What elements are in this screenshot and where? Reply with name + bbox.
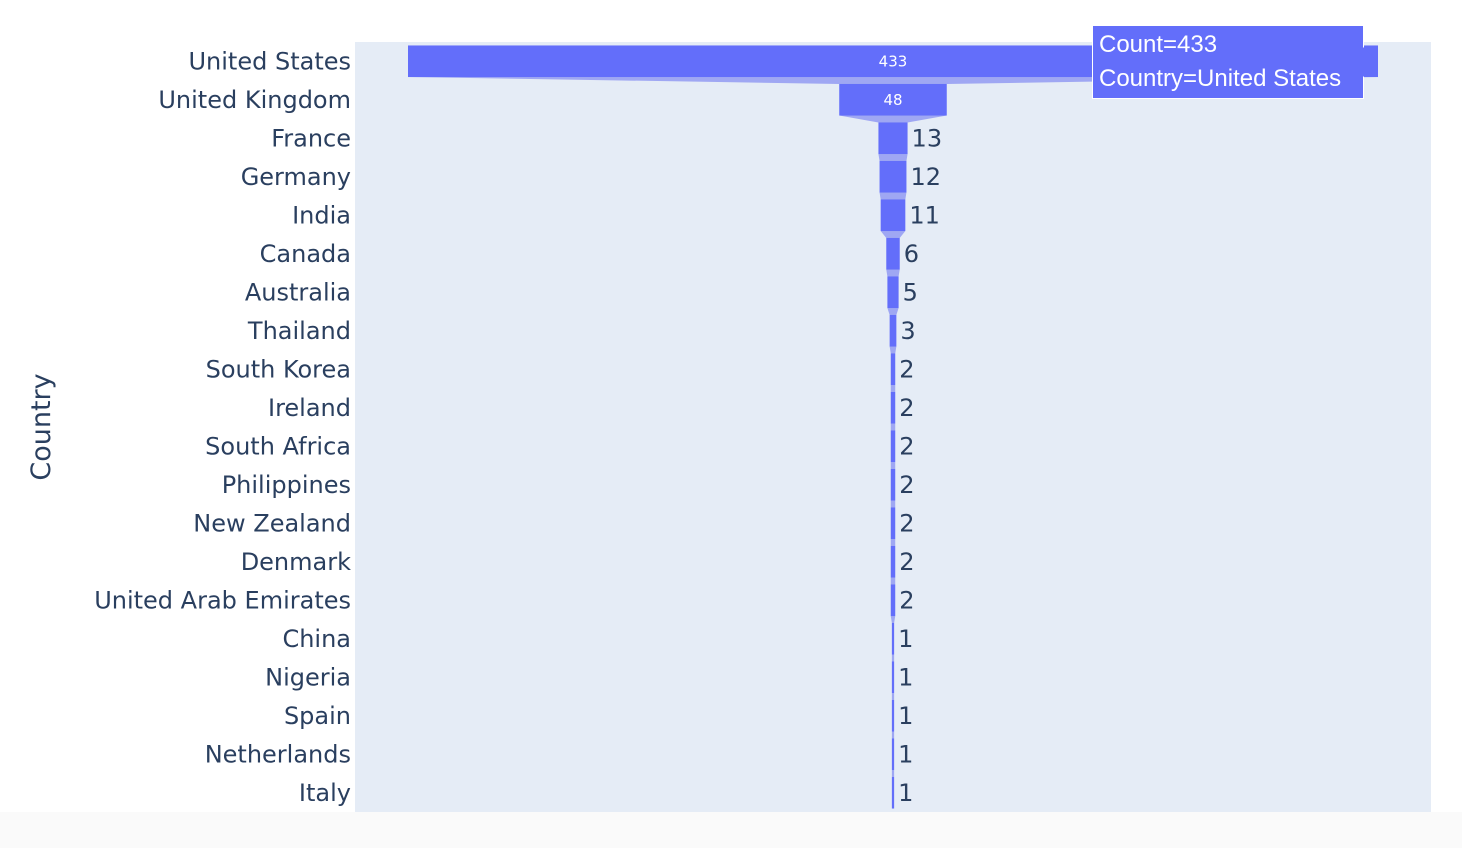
data-label: 433	[879, 52, 908, 70]
funnel-connector	[890, 539, 896, 546]
funnel-bar[interactable]	[890, 584, 896, 617]
data-label: 2	[899, 432, 914, 460]
y-tick-label: Philippines	[222, 471, 351, 499]
data-label: 2	[899, 471, 914, 499]
funnel-bar[interactable]	[890, 391, 896, 424]
y-tick-label: Thailand	[247, 317, 351, 345]
funnel-bar[interactable]	[890, 507, 896, 540]
funnel-connector	[890, 616, 896, 623]
y-tick-label: South Africa	[205, 432, 351, 460]
funnel-connector	[891, 770, 895, 777]
tooltip-pointer	[1362, 46, 1378, 78]
funnel-bar[interactable]	[891, 622, 895, 655]
y-axis-title: Country	[26, 373, 57, 480]
tooltip-count-line: Count=433	[1099, 31, 1218, 58]
data-label: 11	[909, 201, 940, 229]
data-label: 1	[898, 625, 913, 653]
funnel-connector	[839, 115, 947, 123]
funnel-bar[interactable]	[891, 661, 895, 694]
hover-tooltip: Count=433 Country=United States	[1092, 25, 1364, 99]
funnel-bar[interactable]	[889, 314, 897, 347]
funnel-connector	[879, 192, 907, 200]
y-tick-label: Australia	[245, 278, 351, 306]
funnel-bar[interactable]	[890, 545, 896, 578]
funnel-connector	[891, 654, 895, 662]
funnel-connector	[890, 423, 896, 431]
y-tick-label: United Kingdom	[158, 86, 351, 114]
funnel-chart: United States United Kingdom France Germany…	[26, 42, 1431, 812]
data-label: 2	[899, 548, 914, 576]
funnel-connector	[891, 731, 895, 739]
funnel-bar[interactable]	[880, 199, 906, 232]
bottom-strip	[0, 812, 1462, 848]
data-label: 48	[883, 91, 902, 109]
funnel-connector	[890, 500, 896, 508]
funnel-bar[interactable]	[890, 468, 896, 501]
tooltip-country-line: Country=United States	[1099, 65, 1342, 92]
y-tick-label: Germany	[241, 163, 351, 191]
data-label: 2	[899, 394, 914, 422]
data-label: 6	[904, 240, 919, 268]
y-tick-label: New Zealand	[193, 509, 351, 537]
y-tick-label: South Korea	[206, 355, 351, 383]
funnel-connector	[890, 462, 896, 469]
data-label: 3	[900, 317, 915, 345]
y-tick-label: United States	[188, 47, 351, 75]
funnel-bar[interactable]	[887, 276, 899, 309]
y-tick-label: United Arab Emirates	[94, 586, 351, 614]
funnel-bar[interactable]	[891, 699, 895, 732]
y-tick-label: Nigeria	[265, 663, 351, 691]
funnel-connector	[890, 577, 896, 585]
y-tick-label: India	[292, 201, 351, 229]
y-tick-label: Netherlands	[205, 740, 351, 768]
funnel-connector	[880, 231, 906, 238]
funnel-bar[interactable]	[890, 430, 896, 463]
funnel-connector	[890, 385, 896, 392]
data-label: 1	[898, 779, 913, 807]
y-tick-label: Spain	[284, 702, 351, 730]
data-label: 12	[910, 163, 941, 191]
data-label: 2	[899, 586, 914, 614]
data-label: 2	[899, 509, 914, 537]
y-tick-label: Canada	[260, 240, 351, 268]
data-label: 13	[912, 124, 943, 152]
y-tick-label-group: United States United Kingdom France Germany…	[94, 47, 351, 807]
y-tick-label: France	[271, 124, 351, 152]
funnel-bar[interactable]	[890, 353, 896, 386]
funnel-bar[interactable]	[839, 83, 947, 116]
data-label: 2	[899, 355, 914, 383]
funnel-connector	[891, 693, 895, 700]
funnel-connector	[886, 269, 900, 277]
y-tick-label: Denmark	[241, 548, 351, 576]
funnel-bar[interactable]	[878, 122, 908, 155]
y-tick-label: Italy	[299, 779, 351, 807]
data-label: 1	[898, 740, 913, 768]
funnel-bar[interactable]	[879, 160, 907, 193]
funnel-connector	[889, 346, 897, 354]
funnel-bar[interactable]	[891, 776, 895, 809]
funnel-bar[interactable]	[886, 237, 900, 270]
y-tick-label: China	[282, 625, 351, 653]
funnel-connector	[887, 308, 899, 315]
data-label: 1	[898, 702, 913, 730]
data-label: 5	[903, 278, 918, 306]
funnel-connector	[878, 154, 908, 161]
funnel-bar[interactable]	[891, 738, 895, 771]
y-tick-label: Ireland	[268, 394, 351, 422]
data-label: 1	[898, 663, 913, 691]
